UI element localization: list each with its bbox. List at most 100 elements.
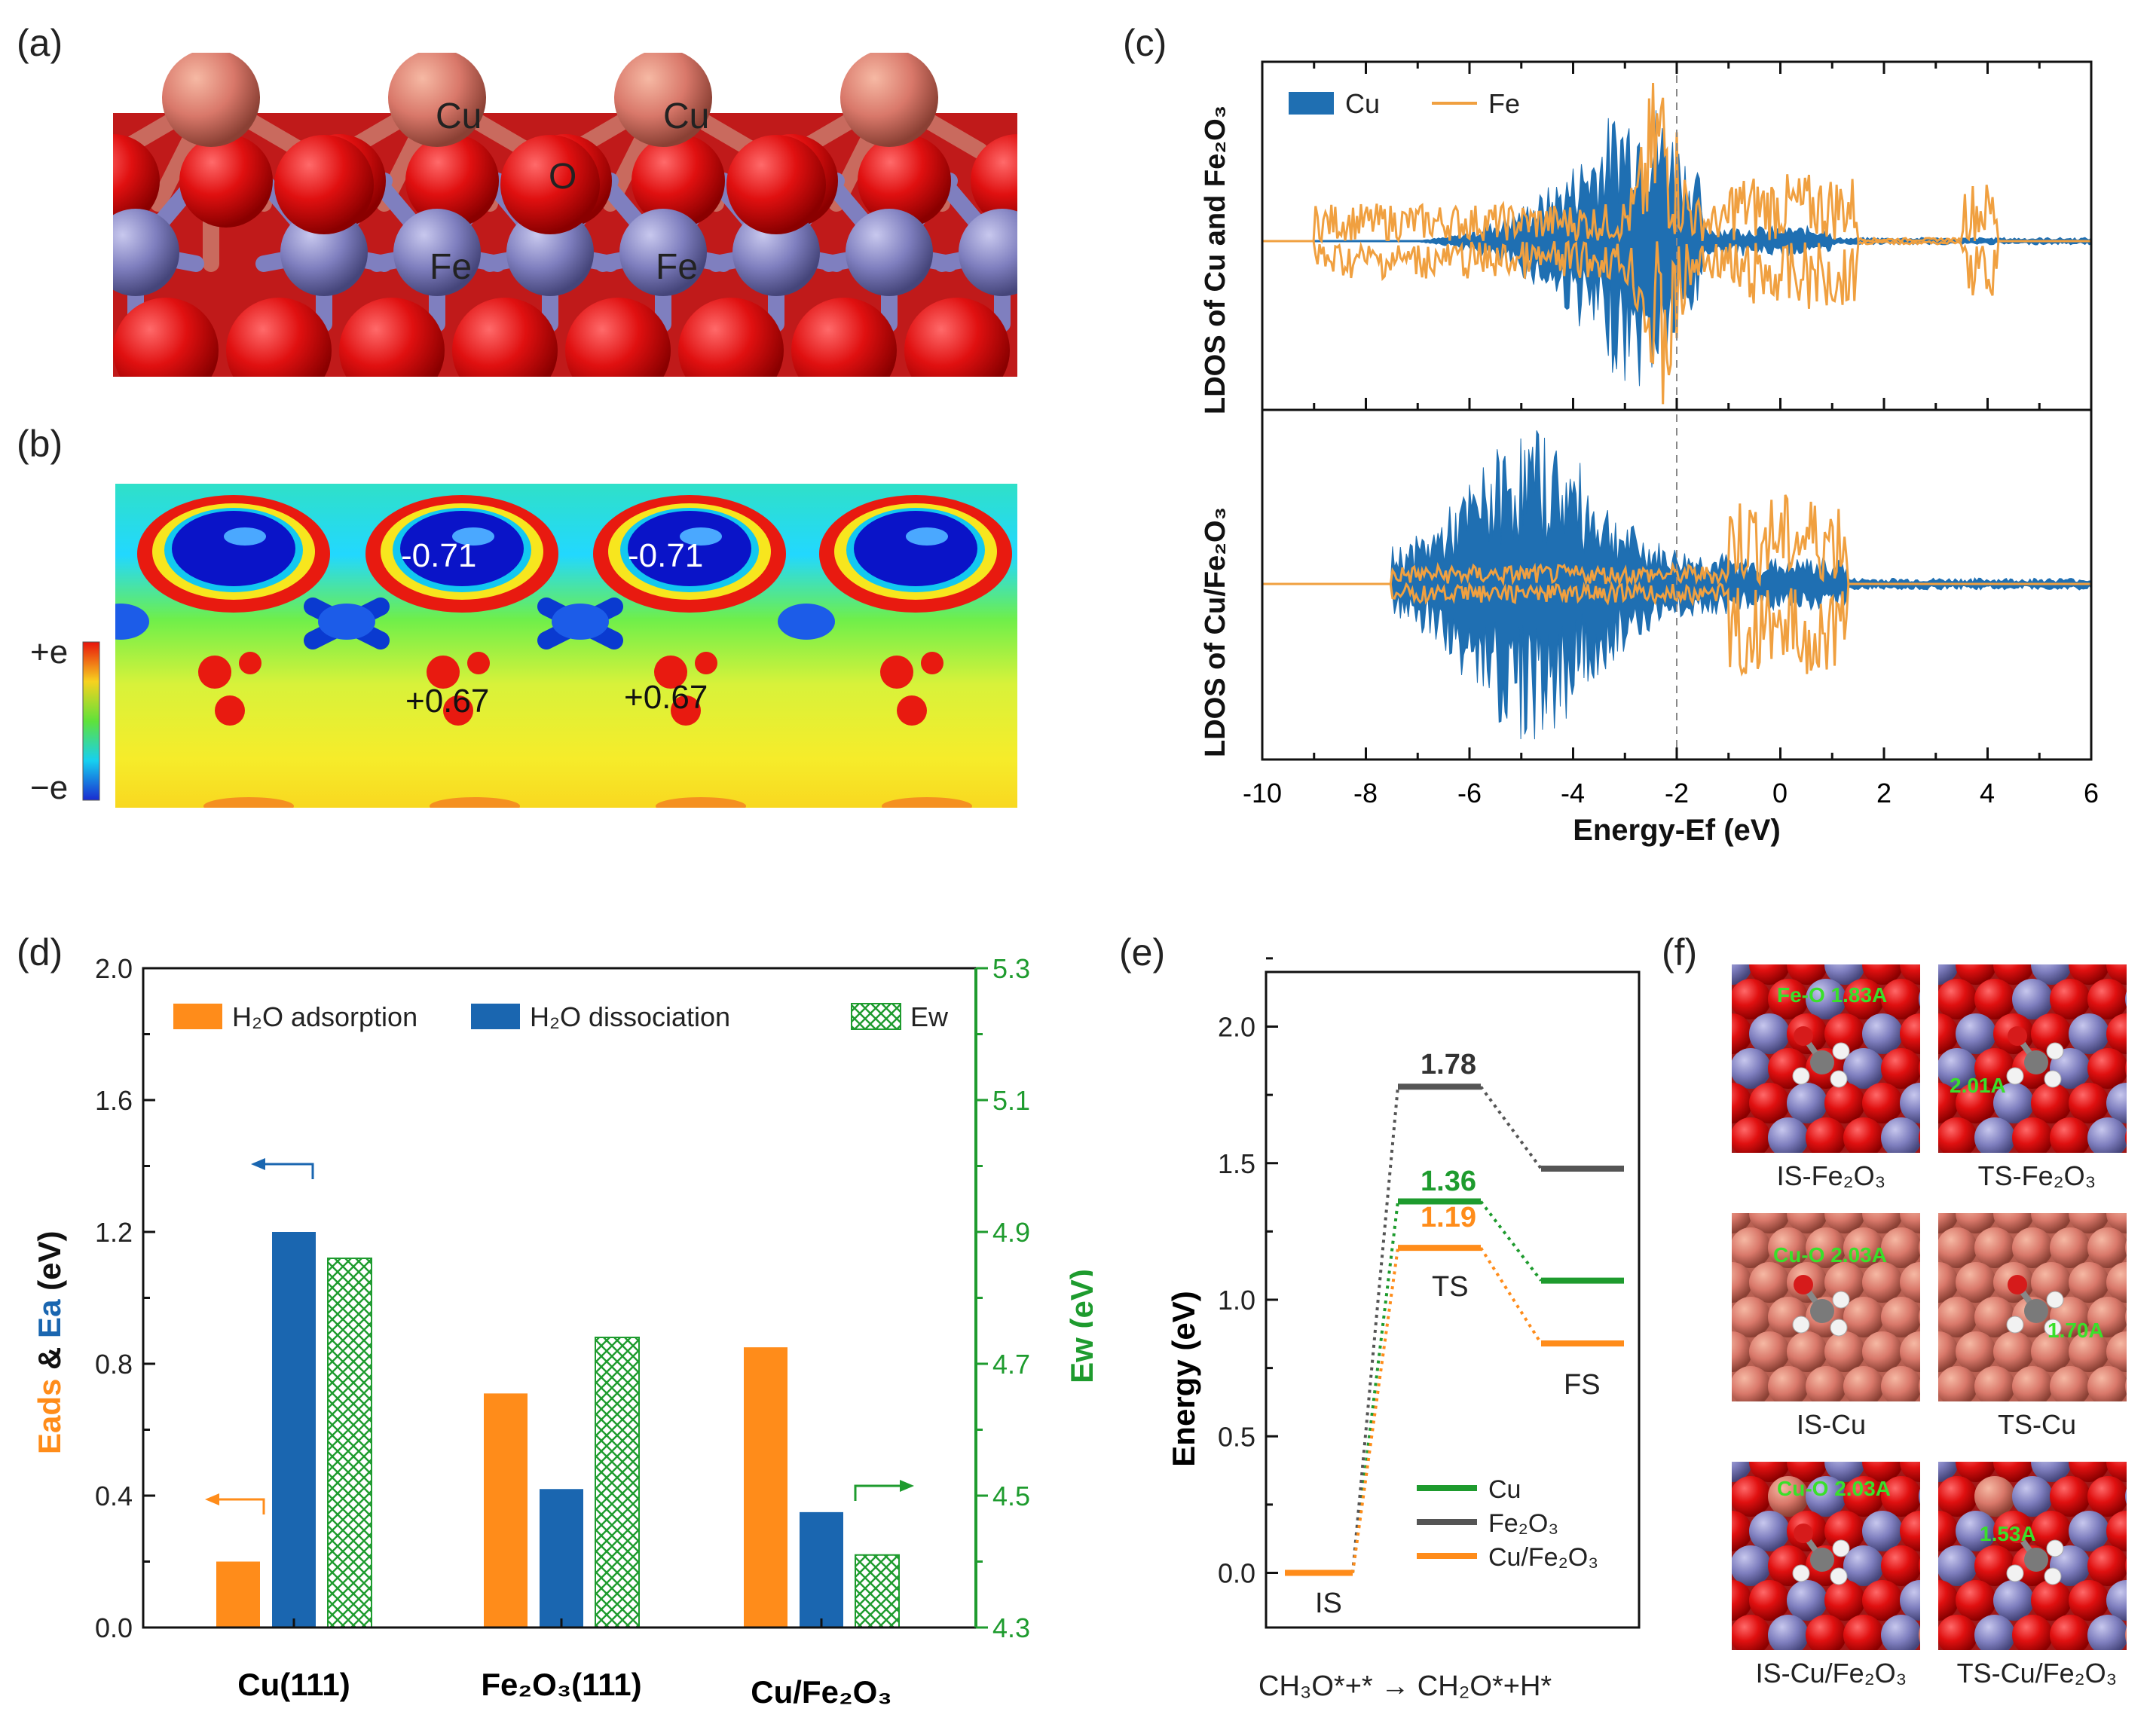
surface-atom [2031, 1083, 2072, 1123]
oxygen-atom [858, 134, 951, 228]
charge-label-1: -0.71 [401, 537, 476, 574]
surface-atom [1919, 1129, 1920, 1146]
adsorbate-hydrogen [2046, 1042, 2064, 1060]
surface-atom [1787, 1462, 1827, 1482]
adsorbate-hydrogen [1830, 1319, 1848, 1337]
surface-atom [1732, 1262, 1752, 1303]
surface-atom [1919, 1488, 1920, 1505]
bond-length-label: Cu-O 2.03A [1777, 1477, 1891, 1500]
surface-atom [1938, 1580, 1959, 1621]
charge-spot [882, 797, 972, 808]
surface-atom [1862, 1462, 1903, 1482]
adsorbate-oxygen [1794, 1524, 1813, 1543]
iron-atom [846, 209, 933, 296]
surface-atom [1956, 1013, 1996, 1054]
atom-label-fe-1: Fe [430, 247, 472, 287]
charge-lobe [115, 604, 149, 640]
oxygen-atom [113, 134, 160, 228]
surface-atom [1938, 1083, 1959, 1123]
surface-atom [1732, 1297, 1771, 1337]
surface-atom [2012, 979, 2053, 1019]
surface-atom [1749, 1083, 1790, 1123]
surface-atom [1732, 1117, 1771, 1153]
caption-ts-fe2o3: TS-Fe₂O₃ [1977, 1160, 2096, 1191]
xtick-label: 0 [1772, 778, 1788, 808]
iron-atom [393, 209, 481, 296]
surface-atom [2069, 1013, 2109, 1054]
surface-atom [1938, 1227, 1977, 1268]
surface-atom [2050, 979, 2090, 1019]
xtick-label: -10 [1243, 778, 1282, 808]
surface-atom [1732, 1331, 1752, 1372]
surface-atom [1749, 1511, 1790, 1551]
surface-atom [2069, 1331, 2109, 1372]
xtick-label: -2 [1665, 778, 1689, 808]
charge-lobe [552, 604, 609, 640]
legend-cu-swatch [1289, 92, 1334, 115]
surface-atom [2031, 1580, 2072, 1621]
oxygen-atom [179, 134, 273, 228]
bar-adsorption [744, 1347, 787, 1628]
surface-atom [1974, 1366, 2015, 1401]
surface-atom [2087, 979, 2127, 1019]
legend-fe2o3: Fe₂O₃ [1488, 1509, 1558, 1538]
legend-cufe2o3: Cu/Fe₂O₃ [1488, 1543, 1598, 1572]
panel-e-energy-profile: 0.0 0.5 1.0 1.5 2.0 Energy (eV) IS TS FS 1.7… [1166, 957, 1641, 1702]
surface-atom [1919, 1060, 1920, 1077]
surface-atom [1824, 1013, 1865, 1054]
charge-highlight [452, 527, 494, 546]
charge-dot [467, 652, 490, 674]
ldos-top-ylabel: LDOS of Cu and Fe₂O₃ [1200, 105, 1231, 414]
surface-atom [2106, 964, 2127, 985]
oxygen-atom [405, 134, 499, 228]
surface-atom [2031, 1262, 2072, 1303]
category-label: Fe₂O₃(111) [481, 1667, 641, 1702]
surface-atom [1787, 964, 1827, 985]
surface-atom [1843, 1048, 1884, 1089]
charge-label-2: -0.71 [628, 537, 703, 574]
panel-c-label: (c) [1123, 22, 1167, 64]
connector [1479, 1200, 1543, 1282]
surface-atom [2069, 1262, 2109, 1303]
surface-atom [2012, 1476, 2053, 1517]
surface-atom [1900, 1262, 1920, 1303]
surface-atom [2050, 1615, 2090, 1650]
adsorbate-oxygen [1794, 1026, 1813, 1046]
surface-atom [2069, 1580, 2109, 1621]
y2tick-label: 4.9 [992, 1217, 1030, 1248]
surface-atom [1862, 1511, 1903, 1551]
adsorbate-hydrogen [1830, 1070, 1848, 1088]
surface-atom [1824, 1511, 1865, 1551]
ldos-bottom-ylabel: LDOS of Cu/Fe₂O₃ [1200, 507, 1231, 757]
surface-atom [1732, 1013, 1752, 1054]
surface-atom [1900, 1580, 1920, 1621]
bond-length-label: 2.01A [1950, 1074, 2006, 1097]
y2tick-label: 4.3 [992, 1612, 1030, 1643]
bar-ew [855, 1554, 900, 1628]
charge-label-4: +0.67 [624, 679, 708, 716]
config-tile: Cu-O 2.03A [1732, 1462, 1920, 1650]
config-tile: 1.70A [1938, 1213, 2127, 1401]
adsorbate-hydrogen [2044, 1319, 2062, 1337]
category-label: Cu/Fe₂O₃ [751, 1674, 891, 1710]
adsorbate-carbon [2024, 1548, 2048, 1572]
charge-dot [921, 652, 943, 674]
surface-atom [1938, 1545, 1977, 1586]
surface-atom [1938, 1048, 1977, 1089]
surface-atom [1732, 1366, 1771, 1401]
surface-atom [1974, 1476, 2015, 1517]
oxygen-atom [113, 298, 219, 377]
surface-atom [1974, 979, 2015, 1019]
dos-fe-line-down [1262, 581, 2091, 677]
surface-atom [1938, 1476, 1977, 1517]
charge-spot [203, 797, 294, 808]
surface-atom [2031, 1462, 2072, 1482]
ytick-label: 1.6 [95, 1085, 133, 1116]
adsorbate-hydrogen [2006, 1564, 2024, 1582]
surface-atom [1919, 991, 1920, 1007]
surface-atom [1768, 1366, 1809, 1401]
surface-atom [1993, 964, 2034, 985]
legend-ew-label: Ew [910, 1001, 949, 1032]
surface-atom [1881, 1117, 1920, 1153]
adsorbate-hydrogen [1832, 1539, 1850, 1557]
